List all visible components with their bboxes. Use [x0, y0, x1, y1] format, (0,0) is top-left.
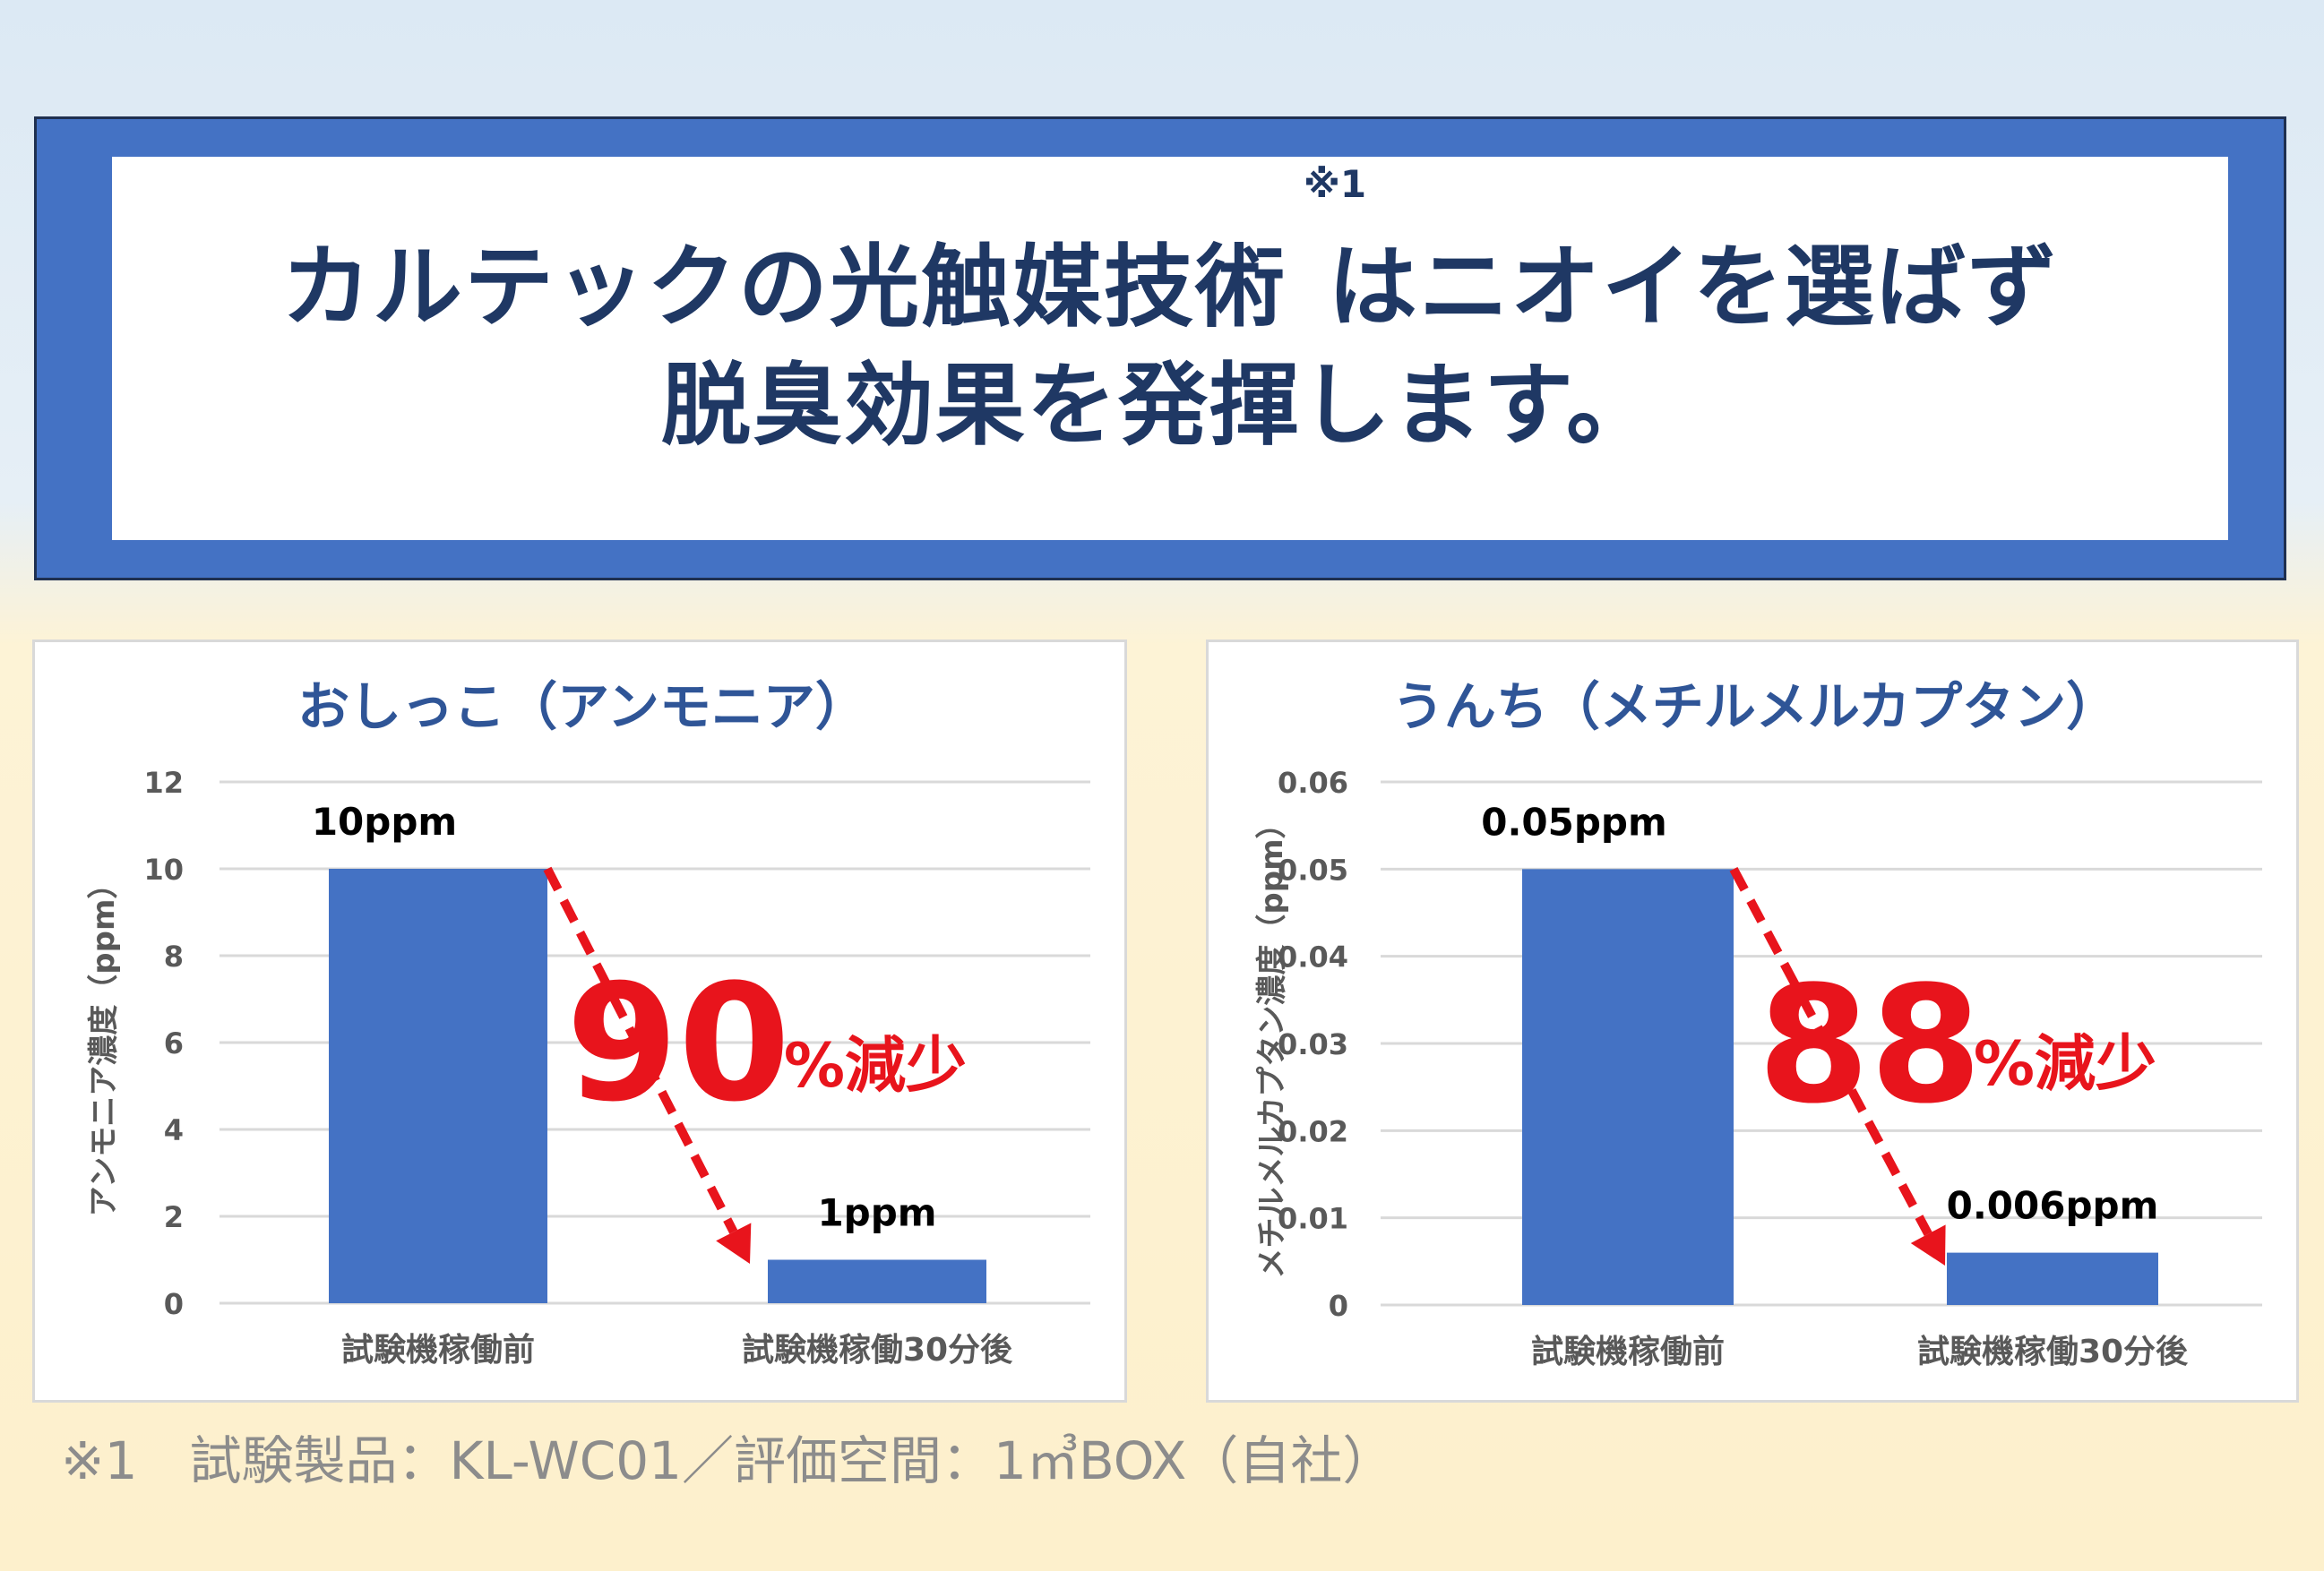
headline-line-1: カルテックの光触媒技術 はニオイを選ばず: [112, 234, 2228, 341]
reduction-number: 90: [566, 950, 791, 1137]
y-tick-label: 0: [1329, 1289, 1348, 1323]
methyl-mercaptan-chart-panel: うんち（メチルメルカプタン） 0 0.01 0.02 0.03 0.04 0.05 0.06 メ…: [1206, 640, 2299, 1403]
footnote: ※1 試験製品：KL-WC01／評価空間：1㎥BOX（自社）: [61, 1430, 1395, 1491]
y-tick-label: 2: [164, 1200, 184, 1234]
bar: [768, 1259, 986, 1303]
reduction-arrow-head: [716, 1223, 752, 1264]
reduction-unit: %減少: [1974, 1029, 2156, 1100]
category-label: 試験機稼働30分後: [742, 1332, 1013, 1369]
data-label: 0.05ppm: [1481, 800, 1667, 844]
ammonia-chart: おしっこ（アンモニア） 0 2 4 6 8 10 12 アンモニア濃度（ppm） 10ppm 試験機…: [86, 676, 1090, 1369]
headline-banner: カルテックの光触媒技術 はニオイを選ばず ※1 脱臭効果を発揮します。: [34, 116, 2286, 580]
y-tick-label: 0.06: [1278, 766, 1348, 800]
ammonia-chart-panel: おしっこ（アンモニア） 0 2 4 6 8 10 12 アンモニア濃度（ppm） 10ppm 試験機…: [32, 640, 1127, 1403]
methyl-mercaptan-chart: うんち（メチルメルカプタン） 0 0.01 0.02 0.03 0.04 0.05 0.06 メ…: [1254, 676, 2262, 1370]
reduction-unit: %減少: [784, 1031, 967, 1102]
data-label: 10ppm: [312, 800, 457, 844]
category-label: 試験機稼働前: [341, 1332, 535, 1369]
data-label: 1ppm: [817, 1191, 936, 1235]
reduction-arrow-line: [1729, 866, 1932, 1237]
headline-line-1-b: はニオイを選ばず: [1328, 235, 2059, 339]
y-tick-label: 8: [164, 940, 184, 974]
category-label: 試験機稼働30分後: [1917, 1334, 2189, 1370]
headline-ref-mark: ※1: [1304, 162, 1367, 206]
y-tick-label: 10: [143, 853, 184, 887]
y-tick-label: 0.01: [1278, 1202, 1348, 1236]
data-label: 0.006ppm: [1947, 1184, 2159, 1228]
reduction-number: 88: [1758, 952, 1983, 1139]
bar: [329, 869, 547, 1303]
y-axis-label: メチルメルカプタン濃度（ppm）: [1254, 808, 1290, 1278]
bar: [1947, 1252, 2158, 1305]
y-tick-label: 0.04: [1278, 940, 1348, 974]
y-tick-label: 6: [164, 1026, 184, 1060]
category-label: 試験機稼働前: [1531, 1334, 1725, 1370]
y-tick-label: 0.02: [1278, 1114, 1348, 1148]
headline-box: カルテックの光触媒技術 はニオイを選ばず ※1 脱臭効果を発揮します。: [112, 157, 2228, 540]
y-tick-label: 12: [143, 766, 184, 800]
y-tick-label: 0: [164, 1287, 184, 1321]
y-tick-label: 0.05: [1278, 853, 1348, 887]
chart-title: おしっこ（アンモニア）: [297, 676, 867, 737]
headline-line-1-a: カルテックの光触媒技術: [281, 235, 1287, 339]
chart-title: うんち（メチルメルカプタン）: [1392, 676, 2118, 737]
headline-line-2: 脱臭効果を発揮します。: [661, 353, 1657, 458]
reduction-arrow-line: [543, 866, 738, 1234]
reduction-arrow-head: [1910, 1224, 1946, 1266]
bar: [1522, 869, 1734, 1305]
y-axis-label: アンモニア濃度（ppm）: [86, 869, 122, 1217]
y-tick-label: 4: [164, 1113, 184, 1147]
y-tick-label: 0.03: [1278, 1027, 1348, 1061]
